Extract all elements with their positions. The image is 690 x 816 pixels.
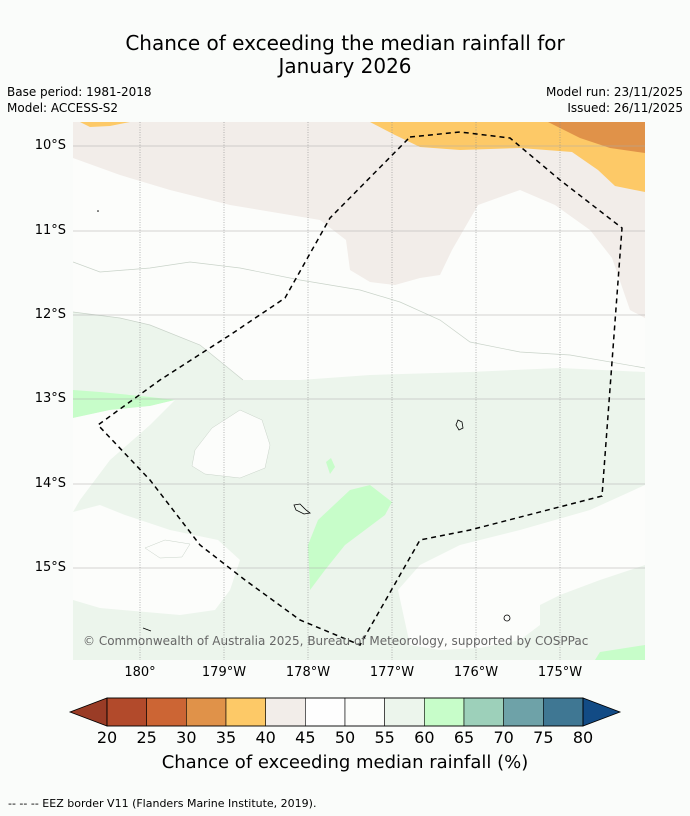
band-60-65-small [326,458,335,474]
eez-border [96,131,623,646]
rainfall-map: © Commonwealth of Australia 2025, Bureau… [73,122,645,660]
lon-label-177w: 177°W [369,665,415,680]
band-35-40 [370,122,645,192]
colorbar-tick: 20 [96,728,118,747]
copyright-notice: © Commonwealth of Australia 2025, Bureau… [83,634,588,648]
colorbar-segment [265,697,306,727]
island-4 [142,627,152,632]
lat-label-11s: 11°S [34,223,66,238]
lon-label-178w: 178°W [285,665,331,680]
colorbar-tick: 70 [493,728,514,747]
map-title-line1: Chance of exceeding the median rainfall … [125,31,565,55]
colorbar-tick: 75 [533,728,554,747]
band-60-65-se [595,645,645,660]
island-3 [503,614,511,622]
colorbar-segment [305,697,346,727]
colorbar-tick: 30 [176,728,197,747]
band-50-55-sw [73,505,240,615]
colorbar-under-arrow [68,697,108,727]
colorbar-tick: 55 [374,728,395,747]
lat-label-12s: 12°S [34,307,66,322]
band-50-55-se [398,485,645,650]
colorbar-label: Chance of exceeding median rainfall (%) [161,752,529,773]
colorbar-tick: 45 [295,728,316,747]
lat-label-10s: 10°S [34,138,66,153]
colorbar-tick: 40 [255,728,276,747]
contour-line-2 [73,311,244,381]
colorbar-segment [186,697,227,727]
island-5 [97,210,99,212]
colorbar-over-arrow [582,697,622,727]
colorbar-segment [225,697,266,727]
lon-label-180: 180° [124,665,156,680]
lon-gridlines [139,122,561,660]
lon-label-175w: 175°W [537,665,583,680]
band-60-65-centre [308,485,392,590]
lon-label-179w: 179°W [201,665,247,680]
colorbar-segment [146,697,187,727]
contour-line-1 [73,261,645,369]
island-2 [293,503,311,515]
colorbar-tick: 80 [572,728,594,747]
colorbar [68,697,622,727]
colorbar-segment [503,697,544,727]
colorbar-tick: 35 [215,728,237,747]
colorbar-segment [424,697,465,727]
base-period: Base period: 1981-2018 [7,85,152,99]
lat-label-14s: 14°S [34,476,66,491]
colorbar-tick: 25 [136,728,157,747]
colorbar-segment [384,697,425,727]
model-name: Model: ACCESS-S2 [7,101,119,115]
blob-small-sw [144,539,191,559]
colorbar-tick: 65 [453,728,475,747]
band-30-35 [548,122,645,153]
band-35-40-small [80,122,130,127]
footer-note: -- -- -- EEZ border V11 (Flanders Marine… [8,797,317,810]
map-title-line2: January 2026 [278,54,412,78]
colorbar-segment [463,697,504,727]
island-1 [455,419,464,431]
colorbar-segment [106,697,147,727]
colorbar-tick: 50 [334,728,356,747]
lat-gridlines [73,145,645,569]
blob-50-55-centre [191,409,271,479]
colorbar-segment [344,697,385,727]
issued-date: Issued: 26/11/2025 [567,101,683,115]
colorbar-tick: 60 [414,728,435,747]
band-40-45 [73,122,645,318]
model-run: Model run: 23/11/2025 [545,85,683,99]
lat-label-13s: 13°S [34,391,66,406]
colorbar-segment [543,697,584,727]
band-60-65-west [73,390,175,418]
band-50-55-south [73,400,175,512]
lon-label-176w: 176°W [453,665,499,680]
lat-label-15s: 15°S [34,560,66,575]
